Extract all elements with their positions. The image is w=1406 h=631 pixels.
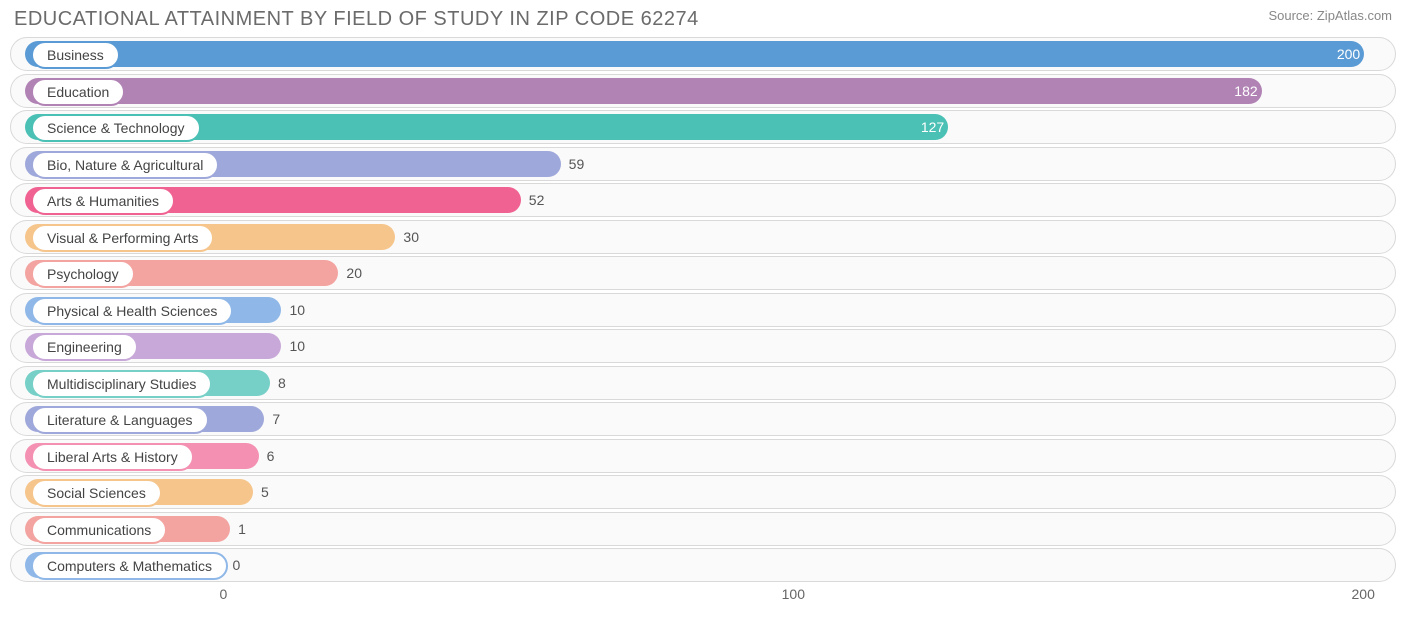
chart-row: Visual & Performing Arts 30 — [10, 220, 1396, 254]
value-label: 59 — [569, 156, 585, 172]
value-label: 10 — [289, 338, 305, 354]
category-pill: Engineering — [31, 333, 138, 361]
value-label: 10 — [289, 302, 305, 318]
category-pill: Science & Technology — [31, 114, 201, 142]
value-label: 30 — [403, 229, 419, 245]
chart-row: Science & Technology 127 — [10, 110, 1396, 144]
value-label: 7 — [272, 411, 280, 427]
chart-row: Engineering 10 — [10, 329, 1396, 363]
category-pill: Communications — [31, 516, 167, 544]
chart-row: Liberal Arts & History 6 — [10, 439, 1396, 473]
value-label: 1 — [238, 521, 246, 537]
category-pill: Bio, Nature & Agricultural — [31, 151, 219, 179]
value-label: 182 — [1234, 83, 1257, 99]
value-label: 8 — [278, 375, 286, 391]
category-pill: Literature & Languages — [31, 406, 209, 434]
chart-row: Business 200 — [10, 37, 1396, 71]
value-label: 52 — [529, 192, 545, 208]
chart-source: Source: ZipAtlas.com — [1268, 8, 1392, 23]
category-pill: Liberal Arts & History — [31, 443, 194, 471]
chart-row: Psychology 20 — [10, 256, 1396, 290]
chart-row: Literature & Languages 7 — [10, 402, 1396, 436]
chart-container: EDUCATIONAL ATTAINMENT BY FIELD OF STUDY… — [0, 0, 1406, 631]
category-pill: Physical & Health Sciences — [31, 297, 233, 325]
bar — [25, 41, 1364, 67]
bar — [25, 78, 1262, 104]
value-label: 20 — [346, 265, 362, 281]
value-label: 127 — [921, 119, 944, 135]
chart-row: Computers & Mathematics0 — [10, 548, 1396, 582]
category-pill: Business — [31, 41, 120, 69]
category-pill: Psychology — [31, 260, 135, 288]
category-pill: Multidisciplinary Studies — [31, 370, 212, 398]
chart-row: Multidisciplinary Studies 8 — [10, 366, 1396, 400]
category-pill: Education — [31, 78, 125, 106]
chart-row: Social Sciences 5 — [10, 475, 1396, 509]
chart-row: Communications 1 — [10, 512, 1396, 546]
axis-tick: 100 — [782, 586, 805, 602]
value-label: 200 — [1337, 46, 1360, 62]
category-pill: Arts & Humanities — [31, 187, 175, 215]
category-pill: Computers & Mathematics — [31, 552, 228, 580]
category-pill: Visual & Performing Arts — [31, 224, 214, 252]
category-pill: Social Sciences — [31, 479, 162, 507]
chart-row: Education 182 — [10, 74, 1396, 108]
value-label: 6 — [267, 448, 275, 464]
axis-tick: 200 — [1352, 586, 1375, 602]
value-label: 5 — [261, 484, 269, 500]
chart-row: Bio, Nature & Agricultural 59 — [10, 147, 1396, 181]
chart-rows: Business200Education182Science & Technol… — [10, 37, 1396, 582]
value-label: 0 — [232, 557, 240, 573]
chart-header: EDUCATIONAL ATTAINMENT BY FIELD OF STUDY… — [10, 8, 1396, 37]
axis-tick: 0 — [220, 586, 228, 602]
chart-title: EDUCATIONAL ATTAINMENT BY FIELD OF STUDY… — [14, 8, 699, 31]
chart-row: Physical & Health Sciences 10 — [10, 293, 1396, 327]
x-axis: 0 100 200 — [10, 586, 1396, 626]
chart-row: Arts & Humanities 52 — [10, 183, 1396, 217]
